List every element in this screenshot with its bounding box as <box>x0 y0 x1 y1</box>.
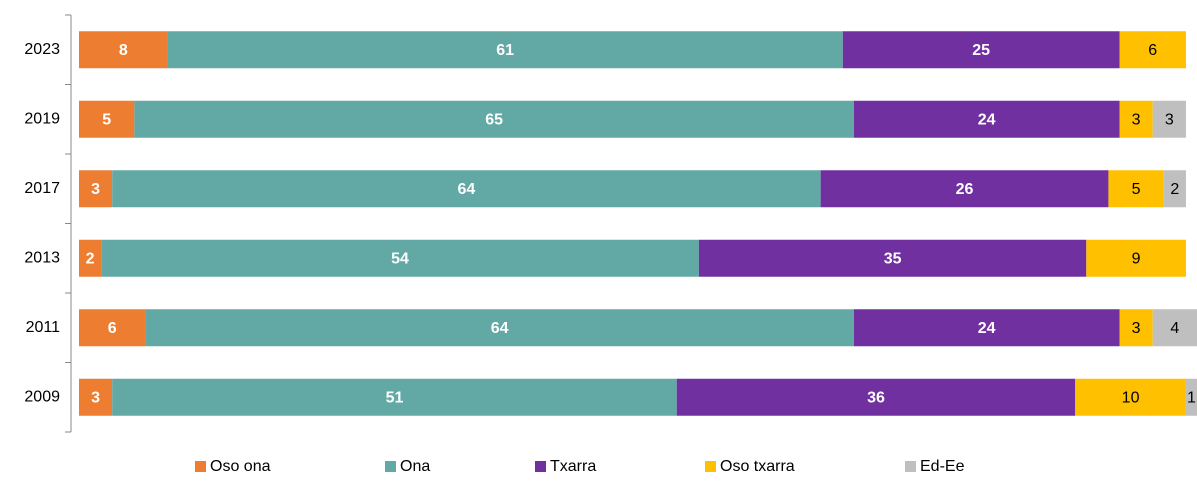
y-tick-label: 2019 <box>24 110 60 127</box>
y-tick-label: 2013 <box>24 249 60 266</box>
bar-segment <box>1108 170 1164 208</box>
data-label: 3 <box>1132 320 1141 337</box>
bar-segment <box>1119 100 1153 138</box>
bar-segment <box>1163 170 1186 208</box>
data-label: 36 <box>867 389 885 406</box>
bar-segment <box>820 170 1109 208</box>
legend-label: Oso txarra <box>720 458 795 475</box>
data-label: 5 <box>1132 181 1141 198</box>
data-label: 9 <box>1132 250 1141 267</box>
data-label: 6 <box>1148 42 1157 59</box>
legend-label: Ona <box>400 458 430 475</box>
bar-segment <box>79 100 135 138</box>
bar-segment <box>79 239 102 277</box>
bar-segment <box>145 309 854 347</box>
bar-segment <box>676 378 1076 416</box>
data-label: 3 <box>1165 111 1174 128</box>
bar-segment <box>134 100 854 138</box>
bar-segment <box>79 309 146 347</box>
data-label: 26 <box>956 181 974 198</box>
legend-swatch <box>905 461 916 472</box>
bar-segment <box>167 31 843 69</box>
y-tick-label: 2023 <box>24 41 60 58</box>
bar-segment <box>112 170 821 208</box>
data-label: 25 <box>972 42 990 59</box>
legend-swatch <box>535 461 546 472</box>
legend-label: Ed-Ee <box>920 458 965 475</box>
data-label: 2 <box>1170 181 1179 198</box>
data-label: 35 <box>884 250 902 267</box>
data-label: 6 <box>108 320 117 337</box>
bar-segment <box>79 378 113 416</box>
data-label: 3 <box>91 389 100 406</box>
data-label: 65 <box>485 111 503 128</box>
data-label: 8 <box>119 42 128 59</box>
bar-segment <box>1086 239 1186 277</box>
bar-segment <box>842 31 1120 69</box>
bar-segment <box>101 239 699 277</box>
legend-swatch <box>705 461 716 472</box>
data-label: 64 <box>458 181 476 198</box>
bar-segment <box>79 31 168 69</box>
y-tick-label: 2017 <box>24 180 60 197</box>
data-label: 51 <box>386 389 404 406</box>
data-label: 4 <box>1170 320 1179 337</box>
data-label: 3 <box>1132 111 1141 128</box>
bar-segment <box>1119 31 1186 69</box>
bar-segment <box>79 170 113 208</box>
bar-segment <box>1152 309 1197 347</box>
data-label: 1 <box>1187 389 1196 406</box>
bar-segment <box>112 378 677 416</box>
data-label: 64 <box>491 320 509 337</box>
data-label: 5 <box>102 111 111 128</box>
bar-segment <box>853 309 1120 347</box>
bar-segment <box>698 239 1087 277</box>
data-label: 54 <box>391 250 409 267</box>
legend-label: Txarra <box>550 458 596 475</box>
data-label: 3 <box>91 181 100 198</box>
legend-label: Oso ona <box>210 458 271 475</box>
data-label: 10 <box>1122 389 1140 406</box>
bar-segment <box>853 100 1120 138</box>
data-label: 2 <box>86 250 95 267</box>
bar-segment <box>1185 378 1197 416</box>
legend-swatch <box>385 461 396 472</box>
data-label: 24 <box>978 320 996 337</box>
y-tick-label: 2009 <box>24 388 60 405</box>
bar-segment <box>1075 378 1186 416</box>
y-tick-label: 2011 <box>26 319 61 336</box>
bar-segment <box>1119 309 1153 347</box>
bar-segment <box>1152 100 1186 138</box>
data-label: 61 <box>496 42 514 59</box>
legend-swatch <box>195 461 206 472</box>
data-label: 24 <box>978 111 996 128</box>
